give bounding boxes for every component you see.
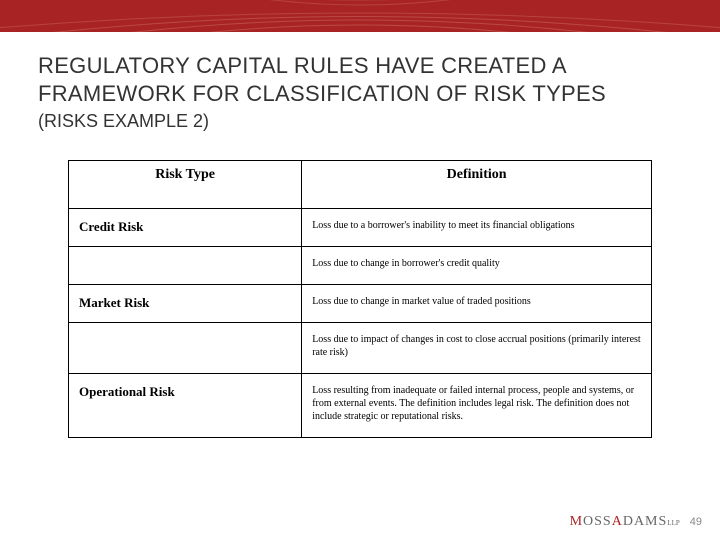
slide-footer: MOSSADAMSLLP 49 <box>570 514 702 530</box>
logo-dams: DAMS <box>623 514 667 529</box>
table-row: Loss due to change in borrower's credit … <box>69 247 652 285</box>
page-number: 49 <box>690 516 702 528</box>
header-risk-type: Risk Type <box>69 161 302 209</box>
header-banner <box>0 0 720 32</box>
cell-definition: Loss due to change in market value of tr… <box>302 285 652 323</box>
slide-title: REGULATORY CAPITAL RULES HAVE CREATED A … <box>38 52 682 107</box>
cell-definition: Loss resulting from inadequate or failed… <box>302 374 652 438</box>
cell-risk-type: Operational Risk <box>69 374 302 438</box>
cell-risk-type <box>69 247 302 285</box>
logo-llp: LLP <box>667 519 679 527</box>
logo-oss: OSS <box>583 514 612 529</box>
logo-m: M <box>570 514 583 529</box>
title-line-2: FRAMEWORK FOR CLASSIFICATION OF RISK TYP… <box>38 81 606 106</box>
cell-definition: Loss due to change in borrower's credit … <box>302 247 652 285</box>
cell-definition: Loss due to impact of changes in cost to… <box>302 323 652 374</box>
logo-a: A <box>612 514 623 529</box>
cell-definition: Loss due to a borrower's inability to me… <box>302 209 652 247</box>
risk-table-container: Risk Type Definition Credit Risk Loss du… <box>68 160 652 438</box>
table-row: Market Risk Loss due to change in market… <box>69 285 652 323</box>
cell-risk-type: Credit Risk <box>69 209 302 247</box>
table-header-row: Risk Type Definition <box>69 161 652 209</box>
company-logo: MOSSADAMSLLP <box>570 514 680 530</box>
table-row: Credit Risk Loss due to a borrower's ina… <box>69 209 652 247</box>
risk-table: Risk Type Definition Credit Risk Loss du… <box>68 160 652 438</box>
slide-content: REGULATORY CAPITAL RULES HAVE CREATED A … <box>0 32 720 438</box>
slide-subtitle: (RISKS EXAMPLE 2) <box>38 111 682 132</box>
header-definition: Definition <box>302 161 652 209</box>
cell-risk-type: Market Risk <box>69 285 302 323</box>
title-line-1: REGULATORY CAPITAL RULES HAVE CREATED A <box>38 53 567 78</box>
cell-risk-type <box>69 323 302 374</box>
table-row: Loss due to impact of changes in cost to… <box>69 323 652 374</box>
table-row: Operational Risk Loss resulting from ina… <box>69 374 652 438</box>
